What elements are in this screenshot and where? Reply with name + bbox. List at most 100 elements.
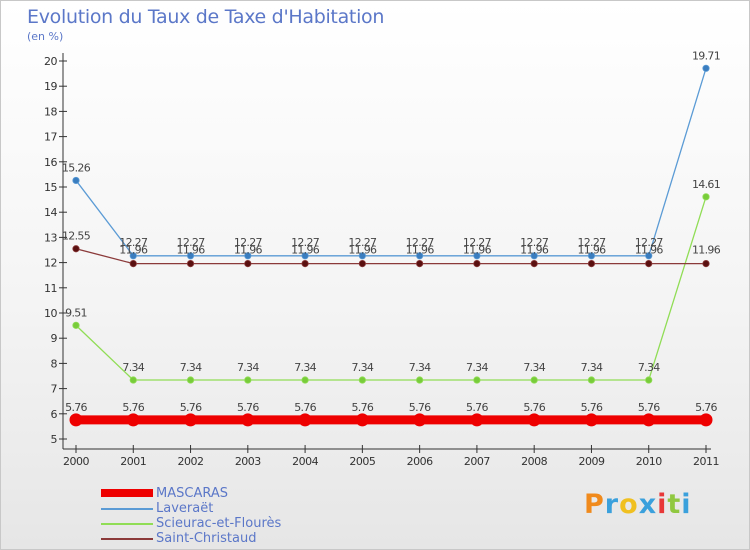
- data-point: [301, 260, 309, 268]
- data-point: [584, 413, 598, 427]
- data-point: [244, 252, 252, 260]
- data-label: 5.76: [65, 401, 87, 414]
- y-tick-label: 5: [51, 433, 58, 446]
- data-point: [645, 252, 653, 260]
- data-label: 12.27: [177, 236, 206, 249]
- legend-label: MASCARAS: [156, 486, 228, 501]
- data-label: 12.27: [577, 236, 606, 249]
- data-point: [126, 413, 140, 427]
- data-point: [530, 376, 538, 384]
- data-point: [702, 193, 710, 201]
- x-tick-label: 2004: [292, 455, 318, 468]
- data-point: [358, 252, 366, 260]
- data-point: [186, 260, 195, 268]
- legend-swatch: [101, 508, 153, 510]
- y-tick-label: 10: [44, 307, 57, 320]
- y-tick-label: 6: [51, 408, 58, 421]
- data-label: 12.27: [520, 236, 549, 249]
- data-label: 11.96: [348, 244, 377, 257]
- data-point: [358, 376, 366, 384]
- data-label: 12.27: [463, 236, 492, 249]
- y-tick-label: 20: [44, 55, 57, 68]
- data-label: 19.71: [692, 49, 720, 62]
- data-point: [358, 260, 366, 268]
- data-point: [186, 252, 195, 260]
- logo-letter: t: [667, 489, 682, 520]
- y-tick-label: 17: [44, 131, 57, 144]
- data-label: 7.34: [122, 361, 144, 374]
- data-label: 7.34: [409, 361, 431, 374]
- data-point: [301, 252, 309, 260]
- y-tick-label: 18: [44, 105, 57, 118]
- y-tick-label: 15: [44, 181, 57, 194]
- data-label: 12.27: [406, 236, 435, 249]
- data-label: 11.96: [520, 244, 549, 257]
- y-tick-label: 14: [44, 206, 57, 219]
- data-label: 14.61: [692, 178, 720, 191]
- x-tick-label: 2001: [120, 455, 146, 468]
- data-point: [702, 260, 710, 268]
- data-point: [645, 376, 653, 384]
- legend-swatch: [101, 538, 153, 540]
- x-tick-label: 2011: [693, 455, 719, 468]
- series-line: [75, 196, 707, 381]
- x-tick-label: 2000: [63, 455, 89, 468]
- logo-letter: x: [638, 489, 658, 520]
- data-label: 5.76: [638, 401, 660, 414]
- data-point: [416, 252, 424, 260]
- data-point: [413, 413, 427, 427]
- y-tick-label: 19: [44, 80, 57, 93]
- x-tick-label: 2002: [178, 455, 204, 468]
- chart-title: Evolution du Taux de Taxe d'Habitation: [27, 6, 385, 28]
- data-point: [527, 413, 541, 427]
- data-label: 12.27: [119, 236, 148, 249]
- data-label: 12.55: [62, 230, 91, 243]
- data-point: [473, 260, 481, 268]
- data-point: [473, 252, 481, 260]
- data-label: 11.96: [635, 244, 664, 257]
- data-point: [244, 376, 252, 384]
- data-point: [72, 176, 80, 185]
- data-label: 12.27: [234, 236, 263, 249]
- legend-swatch: [101, 489, 153, 497]
- data-label: 5.76: [695, 401, 717, 414]
- proxiti-logo: Proxiti: [584, 489, 692, 520]
- chart-subtitle: (en %): [27, 30, 64, 43]
- data-point: [642, 413, 656, 427]
- data-point: [186, 376, 195, 384]
- data-label: 11.96: [463, 244, 492, 257]
- data-point: [72, 245, 80, 253]
- y-tick-label: 8: [51, 357, 58, 370]
- data-point: [416, 376, 424, 384]
- data-point: [244, 260, 252, 268]
- data-point: [129, 260, 137, 268]
- data-label: 5.76: [294, 401, 316, 414]
- data-point: [645, 260, 653, 268]
- data-label: 9.51: [65, 306, 87, 319]
- data-label: 11.96: [291, 244, 320, 257]
- logo-letter: i: [681, 489, 692, 520]
- series-line: [75, 68, 707, 257]
- data-label: 5.76: [352, 401, 374, 414]
- legend-label: Saint-Christaud: [156, 531, 257, 546]
- data-point: [72, 321, 80, 329]
- x-tick-label: 2003: [235, 455, 261, 468]
- logo-letter: P: [584, 489, 605, 520]
- data-label: 5.76: [180, 401, 202, 414]
- y-tick-label: 9: [51, 332, 58, 345]
- y-tick-label: 11: [44, 282, 57, 295]
- x-tick-label: 2010: [636, 455, 662, 468]
- y-tick-label: 16: [44, 156, 57, 169]
- data-label: 11.96: [119, 244, 148, 257]
- data-label: 5.76: [237, 401, 259, 414]
- legend-label: Scieurac-et-Flourès: [156, 516, 282, 531]
- data-label: 11.96: [234, 244, 263, 257]
- y-tick-label: 12: [44, 257, 57, 270]
- x-tick-label: 2009: [578, 455, 604, 468]
- data-label: 15.26: [62, 161, 91, 174]
- data-label: 7.34: [581, 361, 603, 374]
- series-line: [75, 248, 706, 265]
- data-label: 7.34: [638, 361, 660, 374]
- data-label: 7.34: [523, 361, 545, 374]
